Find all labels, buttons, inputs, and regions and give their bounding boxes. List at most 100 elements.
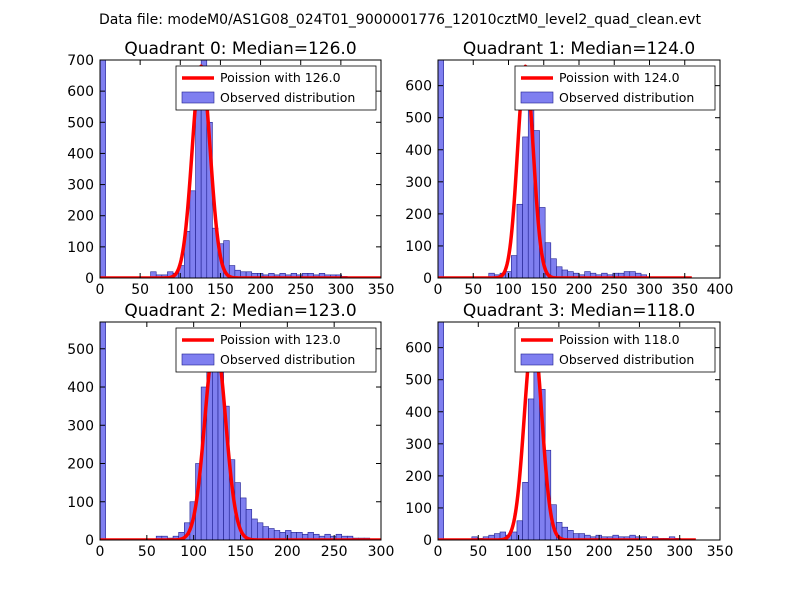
x-tick-label: 250 — [626, 544, 653, 560]
x-tick-label: 200 — [274, 544, 301, 560]
legend: Poission with 118.0 Observed distribution — [514, 327, 716, 373]
x-tick-label: 200 — [247, 282, 274, 298]
x-tick-label: 300 — [327, 282, 354, 298]
histogram-bar — [438, 60, 444, 278]
y-tick-label: 300 — [67, 178, 94, 194]
x-tick-label: 50 — [131, 282, 149, 298]
legend-line-label: Poission with 123.0 — [220, 332, 341, 347]
y-tick-label: 400 — [67, 146, 94, 162]
x-tick-label: 100 — [180, 544, 207, 560]
legend-bar-swatch — [181, 91, 215, 104]
legend-bar-swatch — [520, 91, 554, 104]
histogram-bar — [516, 203, 523, 278]
x-tick-label: 0 — [96, 544, 105, 560]
legend: Poission with 124.0 Observed distribution — [514, 65, 716, 111]
quadrant-2-chart: 0 50 100 150 200 250 300 0 100 200 300 400 500 Quadra… — [67, 301, 394, 560]
y-tick-label: 0 — [85, 271, 94, 287]
quadrant-0-title: Quadrant 0: Median=126.0 — [124, 39, 356, 59]
quadrant-1-plot-area — [438, 60, 693, 278]
y-tick-label: 200 — [405, 469, 432, 485]
x-tick-label: 150 — [530, 282, 557, 298]
y-tick-label: 500 — [405, 111, 432, 127]
y-tick-label: 600 — [405, 79, 432, 95]
y-tick-label: 0 — [423, 533, 432, 549]
x-tick-label: 0 — [434, 282, 443, 298]
legend-bar-swatch — [181, 353, 215, 366]
y-tick-label: 500 — [67, 115, 94, 131]
x-tick-label: 200 — [566, 282, 593, 298]
legend: Poission with 126.0 Observed distribution — [175, 65, 377, 111]
y-tick-label: 300 — [67, 418, 94, 434]
y-tick-label: 500 — [67, 342, 94, 358]
legend-bar-swatch — [520, 353, 554, 366]
x-tick-label: 300 — [666, 544, 693, 560]
quadrant-3-title: Quadrant 3: Median=118.0 — [463, 301, 695, 321]
quadrant-2-title: Quadrant 2: Median=123.0 — [124, 301, 356, 321]
x-tick-label: 100 — [167, 282, 194, 298]
y-tick-label: 100 — [405, 501, 432, 517]
y-tick-label: 100 — [67, 240, 94, 256]
legend-line-label: Poission with 118.0 — [559, 332, 680, 347]
y-tick-label: 500 — [405, 373, 432, 389]
legend-bar-label: Observed distribution — [220, 90, 355, 105]
y-tick-label: 100 — [67, 495, 94, 511]
x-tick-label: 350 — [671, 282, 698, 298]
x-tick-label: 150 — [227, 544, 254, 560]
quadrant-2-plot-area — [100, 322, 381, 540]
x-tick-label: 350 — [368, 282, 395, 298]
y-tick-label: 400 — [67, 380, 94, 396]
histogram-bar — [511, 531, 518, 540]
quadrant-0-chart: 0 50 100 150 200 250 300 350 0 100 200 300 400 500 600… — [67, 39, 394, 298]
legend-line-label: Poission with 124.0 — [559, 70, 680, 85]
axes-frame — [99, 59, 382, 279]
quadrant-1-chart: 0 50 100 150 200 250 300 350 400 0 100 200 300 400 500… — [405, 39, 733, 298]
y-tick-label: 300 — [405, 437, 432, 453]
x-tick-label: 200 — [586, 544, 613, 560]
histogram-bar — [550, 258, 557, 278]
x-tick-label: 300 — [636, 282, 663, 298]
y-tick-label: 600 — [67, 84, 94, 100]
legend-line-label: Poission with 126.0 — [220, 70, 341, 85]
axes-frame — [437, 321, 721, 541]
x-tick-label: 50 — [138, 544, 156, 560]
y-tick-label: 700 — [67, 53, 94, 69]
x-tick-label: 50 — [469, 544, 487, 560]
y-tick-label: 400 — [405, 143, 432, 159]
x-tick-label: 50 — [464, 282, 482, 298]
legend-bar-label: Observed distribution — [559, 90, 694, 105]
poisson-curve — [100, 339, 381, 540]
x-tick-label: 250 — [287, 282, 314, 298]
y-tick-label: 200 — [67, 209, 94, 225]
x-tick-label: 150 — [545, 544, 572, 560]
histogram-bar — [245, 509, 253, 540]
x-tick-label: 300 — [368, 544, 395, 560]
histogram-bar — [516, 520, 523, 540]
legend-bar-label: Observed distribution — [559, 352, 694, 367]
y-tick-label: 0 — [85, 533, 94, 549]
histogram-bar — [223, 240, 230, 278]
histogram-bar — [100, 60, 106, 278]
legend-bar-label: Observed distribution — [220, 352, 355, 367]
quadrant-3-chart: 0 50 100 150 200 250 300 350 0 100 200 300 400 500 600… — [405, 301, 733, 560]
x-tick-label: 250 — [321, 544, 348, 560]
x-tick-label: 100 — [495, 282, 522, 298]
y-tick-label: 300 — [405, 175, 432, 191]
quadrant-1-title: Quadrant 1: Median=124.0 — [463, 39, 695, 59]
x-tick-label: 350 — [707, 544, 734, 560]
y-tick-label: 400 — [405, 405, 432, 421]
histogram-bar — [189, 190, 196, 278]
y-tick-label: 100 — [405, 239, 432, 255]
x-tick-label: 250 — [601, 282, 628, 298]
histogram-bar — [438, 322, 444, 540]
x-tick-label: 0 — [96, 282, 105, 298]
y-tick-label: 200 — [405, 207, 432, 223]
histogram-bar — [257, 522, 264, 540]
x-tick-label: 0 — [434, 544, 443, 560]
y-tick-label: 200 — [67, 457, 94, 473]
histogram-bar — [522, 481, 529, 540]
y-tick-label: 600 — [405, 341, 432, 357]
histogram-bar — [527, 398, 535, 540]
x-tick-label: 100 — [505, 544, 532, 560]
legend: Poission with 123.0 Observed distribution — [175, 327, 377, 373]
